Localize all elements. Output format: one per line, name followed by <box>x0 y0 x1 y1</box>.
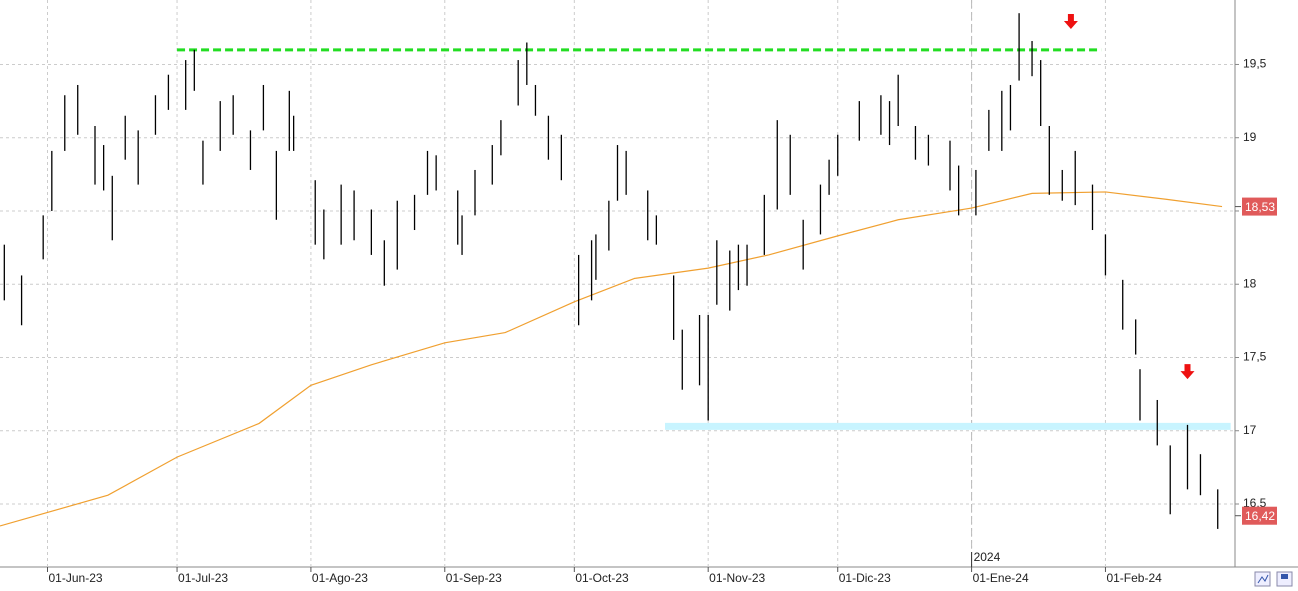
y-tick-label: 17 <box>1243 423 1257 437</box>
y-tick-label: 17,5 <box>1243 350 1267 364</box>
moving-average-line <box>0 191 1223 527</box>
price-tag <box>1242 506 1277 525</box>
x-tick-label: 01-Oct-23 <box>575 571 629 585</box>
x-tick-label: 01-Nov-23 <box>709 571 765 585</box>
price-tag <box>1242 197 1277 216</box>
y-tick-label: 16,5 <box>1243 496 1267 510</box>
zoom-icon[interactable] <box>1254 571 1271 587</box>
toolbar-icons[interactable] <box>1254 571 1293 587</box>
y-tick-label: 19,5 <box>1243 57 1267 71</box>
x-tick-label: 01-Ene-24 <box>973 571 1029 585</box>
zoom-glyph <box>1257 574 1269 584</box>
x-tick-label: 01-Dic-23 <box>839 571 891 585</box>
signal-arrow <box>1063 13 1078 29</box>
x-tick-label: 01-Jun-23 <box>49 571 103 585</box>
price-tag-label: 16,42 <box>1245 509 1275 523</box>
save-glyph <box>1281 574 1288 579</box>
y-tick-label: 18 <box>1243 276 1257 290</box>
x-tick-label: 01-Jul-23 <box>178 571 228 585</box>
x-tick-label: 01-Sep-23 <box>446 571 502 585</box>
x-tick-label: 01-Feb-24 <box>1106 571 1162 585</box>
year-label: 2024 <box>974 550 1001 564</box>
signal-arrow <box>1180 364 1195 380</box>
y-tick-label: 19 <box>1243 130 1257 144</box>
x-tick-label: 01-Ago-23 <box>312 571 368 585</box>
price-tag-label: 18,53 <box>1245 200 1275 214</box>
